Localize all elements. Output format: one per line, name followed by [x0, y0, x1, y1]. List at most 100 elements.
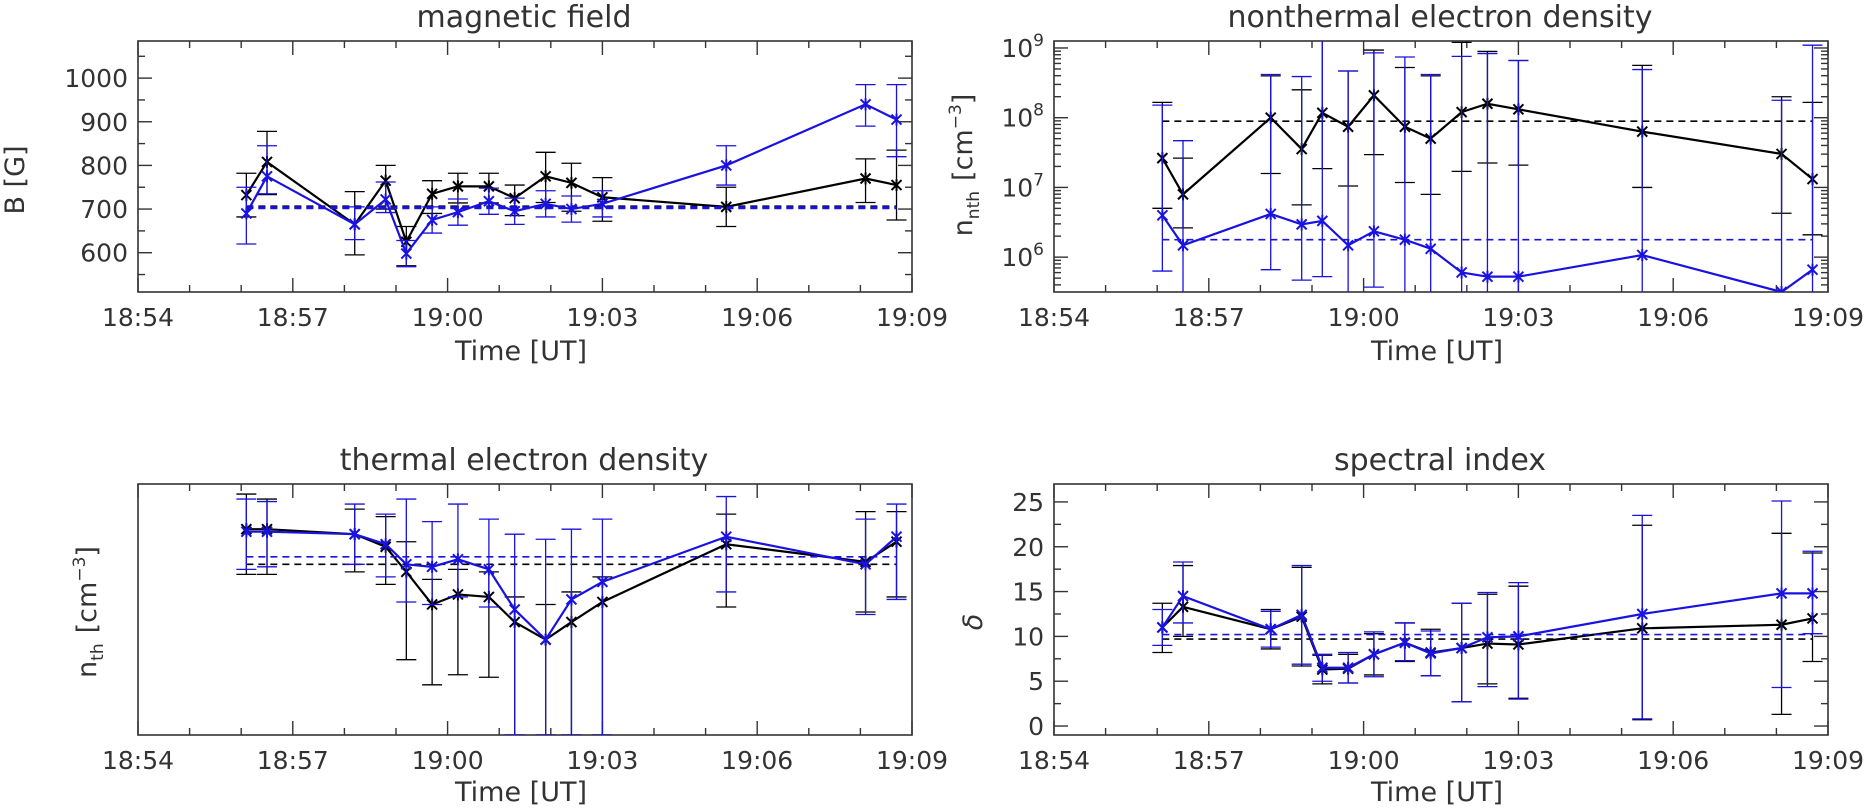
series-blue-point: [1156, 209, 1169, 222]
series-black-point: [720, 200, 732, 213]
series-blue-point: [1512, 270, 1525, 283]
series-blue-point: [1512, 630, 1525, 643]
series-blue-point: [539, 197, 552, 210]
series-blue-point: [596, 197, 609, 210]
y-label-exp: −3: [70, 557, 90, 582]
x-axis-label: Time [UT]: [454, 777, 587, 808]
x-tick-label: 19:09: [1792, 746, 1864, 775]
y-tick-base: 10: [1001, 34, 1033, 63]
series-blue-point: [349, 528, 361, 541]
x-tick-label: 19:03: [1482, 746, 1554, 775]
plot-area: [1152, 500, 1823, 721]
plot-area: [1152, 41, 1823, 292]
x-tick-label: 19:00: [412, 303, 484, 332]
series-blue-point: [379, 538, 392, 551]
panel-thermal-electron-density: thermal electron density nth [cm−3] Time …: [70, 443, 948, 808]
x-tick-label: 18:54: [1018, 746, 1090, 775]
y-tick-label: 900: [80, 108, 128, 137]
y-tick-label: 25: [1012, 488, 1044, 517]
series-blue-point: [426, 213, 438, 226]
x-tick-label: 18:57: [257, 746, 329, 775]
y-label-main: n: [72, 661, 103, 678]
x-tick-label: 19:00: [412, 746, 484, 775]
x-tick-label: 19:03: [1482, 303, 1554, 332]
series-blue-point: [565, 203, 578, 216]
series-blue-point: [452, 206, 464, 219]
y-tick-exponent: 7: [1033, 170, 1044, 190]
y-tick-label: 108: [1001, 101, 1044, 133]
series-blue-point: [1775, 587, 1788, 600]
x-tick-label: 19:06: [721, 746, 793, 775]
x-axis-label: Time [UT]: [1370, 336, 1503, 367]
x-tick-label: 19:03: [566, 303, 638, 332]
series-blue-point: [508, 205, 521, 218]
y-label-exp: −3: [946, 104, 966, 129]
y-tick-base: 10: [1001, 173, 1033, 202]
marker-stroke: [1780, 286, 1788, 292]
series-blue-point: [596, 575, 609, 588]
series-blue-point: [890, 530, 903, 543]
x-tick-label: 18:57: [1173, 746, 1245, 775]
series-blue-point: [1342, 661, 1354, 674]
y-tick-label: 800: [80, 151, 128, 180]
x-tick-label: 18:54: [102, 746, 174, 775]
y-label-main: n: [948, 219, 979, 236]
series-blue-point: [859, 558, 872, 571]
series-black-point: [859, 172, 872, 185]
panel-magnetic-field: magnetic field B [G] Time [UT] 18:54 18:5…: [0, 0, 948, 367]
series-blue-point: [379, 193, 392, 206]
axes-frame: [1053, 483, 1829, 736]
y-label-close: ]: [72, 546, 103, 557]
axes-frame: [137, 40, 913, 293]
series-blue-point: [1775, 286, 1788, 292]
y-axis-label: nth [cm−3]: [70, 546, 108, 678]
series-blue-point: [400, 247, 413, 260]
series-blue-point: [508, 603, 521, 616]
y-label-unit: [cm: [72, 582, 103, 634]
series-blue-point: [859, 98, 872, 111]
series-blue-point: [400, 558, 413, 571]
series-blue-point: [1636, 249, 1648, 262]
y-tick-exponent: 6: [1033, 240, 1044, 260]
plot-area: [236, 493, 907, 735]
series-blue-point: [720, 159, 732, 172]
series-blue-point: [565, 593, 578, 606]
series-black-point: [565, 176, 578, 189]
series-blue-point: [240, 525, 253, 538]
series-black-point: [890, 179, 903, 192]
series-blue-point: [483, 563, 495, 576]
y-tick-label: 20: [1012, 533, 1044, 562]
series-blue-point: [261, 170, 273, 183]
y-tick-label: 15: [1012, 578, 1044, 607]
y-label-sub: th: [88, 643, 108, 660]
series-black-point: [426, 187, 438, 200]
x-tick-label: 19:06: [1637, 746, 1709, 775]
series-blue-point: [1177, 590, 1189, 603]
series-blue-point: [1156, 621, 1169, 634]
y-tick-label: 107: [1001, 170, 1044, 202]
series-blue-point: [1265, 207, 1277, 220]
y-tick-label: 0: [1028, 712, 1044, 741]
series-blue-point: [1295, 608, 1308, 621]
x-axis-label: Time [UT]: [454, 336, 587, 367]
y-tick-label: 1000: [64, 64, 128, 93]
x-tick-label: 18:54: [102, 303, 174, 332]
y-label-sub: nth: [964, 191, 984, 219]
series-blue-point: [1316, 661, 1329, 674]
series-blue-point: [1806, 587, 1819, 600]
y-axis-label: nnth [cm−3]: [946, 94, 984, 237]
x-tick-label: 19:06: [1637, 303, 1709, 332]
panel-title: nonthermal electron density: [1228, 0, 1653, 35]
series-blue-point: [240, 207, 253, 220]
series-black-point: [452, 180, 464, 193]
x-tick-label: 19:03: [566, 746, 638, 775]
series-blue-point: [1265, 623, 1277, 636]
series-blue-point: [261, 525, 273, 538]
series-blue-point: [452, 553, 464, 566]
series-blue-point: [1481, 631, 1494, 644]
panel-spectral-index: spectral index δ Time [UT] 18:54 18:57 19:…: [958, 443, 1864, 808]
y-tick-base: 10: [1001, 243, 1033, 272]
axes-frame: [137, 483, 913, 736]
x-tick-label: 18:57: [1173, 303, 1245, 332]
x-tick-label: 19:00: [1328, 303, 1400, 332]
